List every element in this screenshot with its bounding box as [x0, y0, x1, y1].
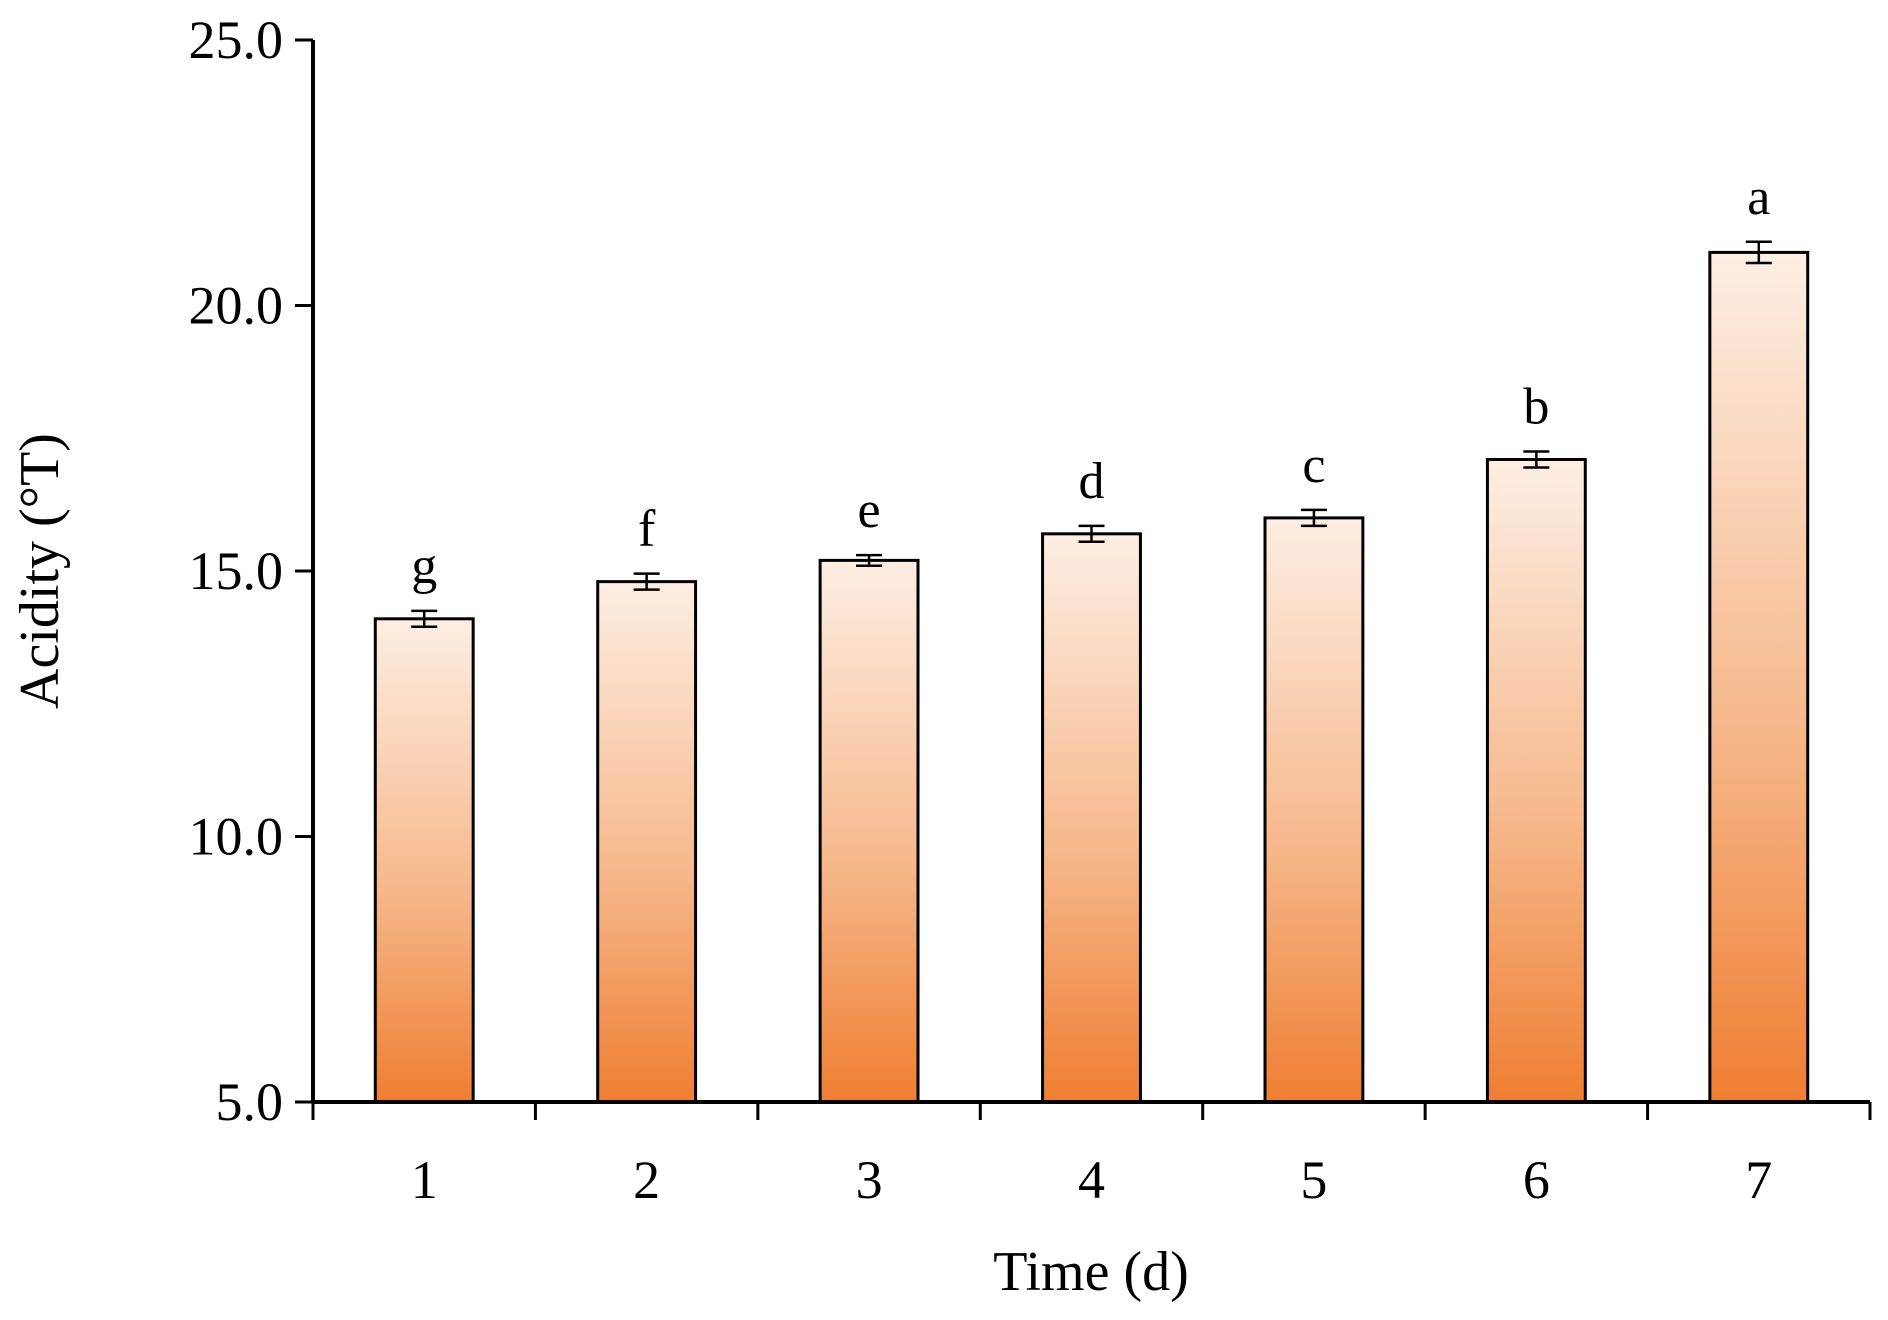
error-bar-day-6 — [1523, 450, 1550, 469]
y-tick-label-20.0: 20.0 — [189, 276, 284, 336]
y-tick-label-5.0: 5.0 — [216, 1072, 284, 1132]
y-tick-label-15.0: 15.0 — [189, 541, 284, 601]
x-tick-label-6: 6 — [1523, 1150, 1550, 1210]
error-bar-day-1 — [411, 609, 438, 629]
bar-day-6 — [1485, 457, 1587, 1104]
significance-label-day-2: f — [638, 501, 656, 558]
x-tick-label-7: 7 — [1745, 1150, 1772, 1210]
error-bar-day-4 — [1078, 524, 1105, 544]
y-tick-label-25.0: 25.0 — [189, 10, 284, 70]
x-tick-label-1: 1 — [411, 1150, 438, 1210]
significance-labels-group: g f e d c b a — [411, 169, 1770, 595]
error-bar-day-2 — [633, 572, 660, 591]
y-ticks-group: 5.0 10.0 15.0 20.0 25.0 — [189, 10, 313, 1132]
bars-group — [373, 250, 1810, 1104]
y-tick-label-10.0: 10.0 — [189, 807, 284, 867]
x-ticks-group: 1 2 3 4 5 6 7 — [311, 1102, 1872, 1210]
bar-day-1 — [373, 617, 475, 1104]
significance-label-day-5: c — [1302, 437, 1325, 494]
significance-label-day-1: g — [411, 538, 437, 595]
significance-label-day-6: b — [1523, 379, 1549, 436]
x-tick-label-2: 2 — [633, 1150, 660, 1210]
error-bar-day-3 — [856, 553, 883, 567]
error-bar-day-7 — [1745, 240, 1772, 265]
bar-day-4 — [1041, 532, 1142, 1104]
bar-day-3 — [818, 558, 920, 1104]
significance-label-day-3: e — [858, 482, 881, 539]
x-tick-label-5: 5 — [1300, 1150, 1327, 1210]
y-axis-title: Acidity (°T) — [9, 433, 71, 709]
significance-label-day-7: a — [1747, 169, 1770, 226]
x-tick-label-4: 4 — [1078, 1150, 1105, 1210]
x-axis-title: Time (d) — [993, 1241, 1189, 1303]
x-tick-label-3: 3 — [856, 1150, 883, 1210]
bar-day-2 — [596, 580, 698, 1104]
error-bars-group — [411, 240, 1772, 629]
bar-day-7 — [1708, 250, 1810, 1104]
bar-day-5 — [1263, 516, 1365, 1104]
error-bar-day-5 — [1300, 508, 1327, 528]
significance-label-day-4: d — [1079, 453, 1105, 510]
